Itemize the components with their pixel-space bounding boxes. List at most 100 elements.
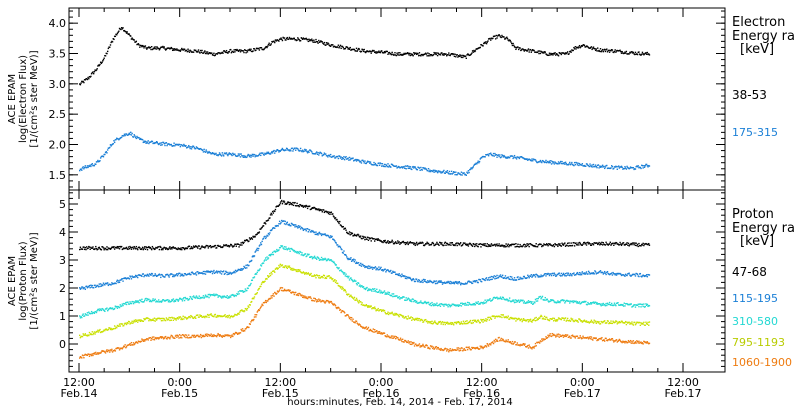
data-point	[533, 49, 535, 52]
data-point	[371, 268, 374, 270]
data-point	[151, 273, 154, 275]
data-point	[573, 241, 575, 244]
data-point	[113, 308, 115, 311]
data-point	[132, 321, 135, 323]
data-point	[167, 274, 170, 277]
data-point	[447, 172, 449, 174]
data-point	[450, 244, 452, 246]
data-point	[485, 277, 488, 279]
data-point	[269, 153, 272, 155]
data-point	[106, 52, 108, 55]
data-point	[589, 243, 591, 245]
data-point	[270, 271, 272, 274]
data-point	[219, 245, 221, 247]
data-point	[95, 247, 98, 250]
data-point	[595, 48, 598, 50]
data-point	[522, 302, 525, 304]
data-point	[281, 148, 283, 151]
data-point	[168, 276, 170, 278]
data-point	[205, 149, 207, 151]
data-point	[79, 246, 82, 248]
data-point	[569, 163, 572, 166]
data-point	[275, 150, 277, 153]
data-point	[390, 241, 393, 243]
data-point	[610, 304, 612, 306]
data-point	[552, 54, 554, 56]
data-point	[554, 273, 556, 276]
data-point	[180, 318, 182, 321]
data-point	[79, 315, 81, 317]
electron-panel-frame	[68, 7, 726, 191]
data-point	[358, 285, 361, 287]
data-point	[128, 321, 131, 323]
data-point	[243, 310, 246, 312]
data-point	[554, 161, 556, 163]
data-point	[374, 288, 376, 290]
data-point	[397, 54, 399, 56]
data-point	[94, 284, 96, 286]
data-point	[512, 299, 514, 301]
data-point	[256, 247, 258, 250]
proton-y-tick-label: 1	[59, 310, 66, 323]
data-point	[248, 264, 250, 267]
data-point	[348, 231, 351, 233]
data-point	[470, 53, 472, 55]
data-point	[575, 242, 577, 244]
data-point	[545, 161, 548, 164]
data-point	[599, 166, 602, 168]
data-point	[330, 259, 333, 261]
data-point	[213, 293, 215, 295]
data-point	[180, 273, 182, 275]
data-point	[387, 313, 390, 316]
data-point	[426, 281, 428, 284]
data-point	[169, 317, 172, 319]
data-point	[136, 300, 138, 302]
data-point	[397, 52, 400, 54]
data-point	[541, 295, 544, 298]
data-point	[121, 303, 124, 305]
data-point	[589, 303, 591, 305]
data-point	[125, 133, 128, 135]
data-point	[535, 160, 537, 162]
data-point	[172, 246, 175, 248]
data-point	[274, 250, 276, 252]
data-point	[279, 263, 282, 266]
data-point	[585, 165, 587, 167]
data-point	[216, 314, 219, 317]
data-point	[482, 321, 484, 323]
data-point	[469, 319, 472, 322]
data-point	[364, 266, 366, 269]
data-point	[442, 170, 444, 173]
data-point	[487, 277, 490, 279]
data-point	[379, 292, 382, 294]
data-point	[488, 319, 491, 321]
data-point	[106, 283, 108, 285]
data-point	[269, 217, 271, 219]
data-point	[403, 52, 405, 55]
data-point	[526, 158, 528, 160]
data-point	[371, 266, 373, 268]
data-point	[227, 296, 230, 298]
data-point	[349, 258, 351, 261]
data-point	[473, 319, 475, 321]
data-point	[642, 305, 644, 308]
data-point	[209, 270, 211, 273]
data-point	[226, 315, 228, 317]
data-point	[384, 293, 386, 295]
data-point	[271, 229, 273, 231]
data-point	[362, 263, 364, 266]
data-point	[411, 279, 413, 282]
data-point	[155, 48, 158, 50]
data-point	[274, 268, 277, 270]
data-point	[388, 291, 391, 294]
data-point	[513, 154, 516, 157]
data-point	[295, 251, 298, 253]
data-point	[133, 319, 135, 322]
data-point	[559, 52, 562, 54]
data-point	[434, 321, 437, 324]
data-point	[249, 238, 251, 241]
data-point	[557, 55, 560, 57]
data-point	[327, 212, 330, 215]
data-point	[231, 154, 233, 157]
data-point	[561, 160, 563, 163]
